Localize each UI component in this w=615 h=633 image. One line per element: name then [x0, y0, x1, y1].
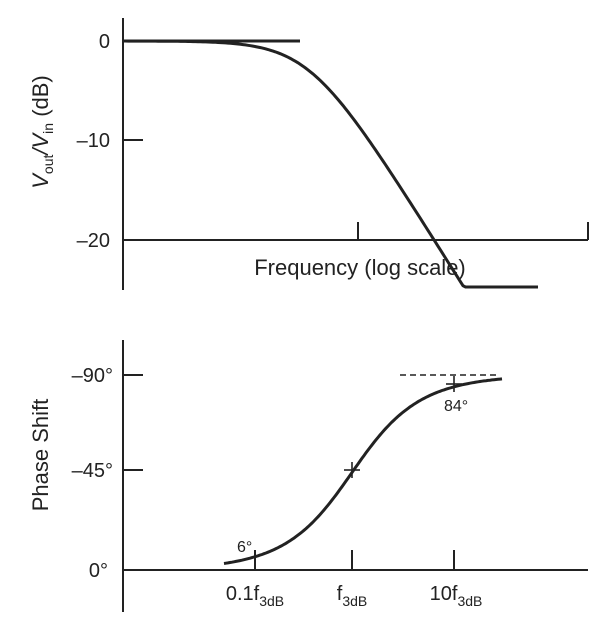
magnitude-curve [123, 39, 538, 289]
magnitude-y-label-neg10: –10 [77, 130, 110, 152]
phase-curve [223, 377, 503, 565]
phase-x-label-0p1f3db: 0.1f3dB [226, 583, 284, 609]
phase-y-label-0: 0° [89, 560, 108, 582]
phase-y-axis-label: Phase Shift [28, 399, 53, 512]
phase-x-label-f3db: f3dB [337, 583, 367, 609]
phase-marker-10f3db [446, 376, 462, 392]
phase-marker-f3db [344, 462, 360, 478]
phase-annotation-84deg: 84° [444, 398, 468, 415]
phase-annotation-6deg: 6° [237, 539, 252, 556]
magnitude-y-label-neg20: –20 [77, 230, 110, 252]
phase-plot: –90° –45° 0° 0.1f3dB f3dB 10f3dB Phase S… [28, 340, 588, 612]
magnitude-plot: 0 –10 –20 Vout/Vin (dB) Frequency (log s… [28, 18, 589, 290]
phase-y-label-neg90: –90° [72, 365, 113, 387]
phase-y-label-neg45: –45° [72, 460, 113, 482]
magnitude-y-axis-label: Vout/Vin (dB) [28, 75, 56, 189]
magnitude-y-label-0: 0 [99, 31, 110, 53]
phase-x-label-10f3db: 10f3dB [430, 583, 483, 609]
magnitude-x-axis-label: Frequency (log scale) [254, 255, 466, 280]
